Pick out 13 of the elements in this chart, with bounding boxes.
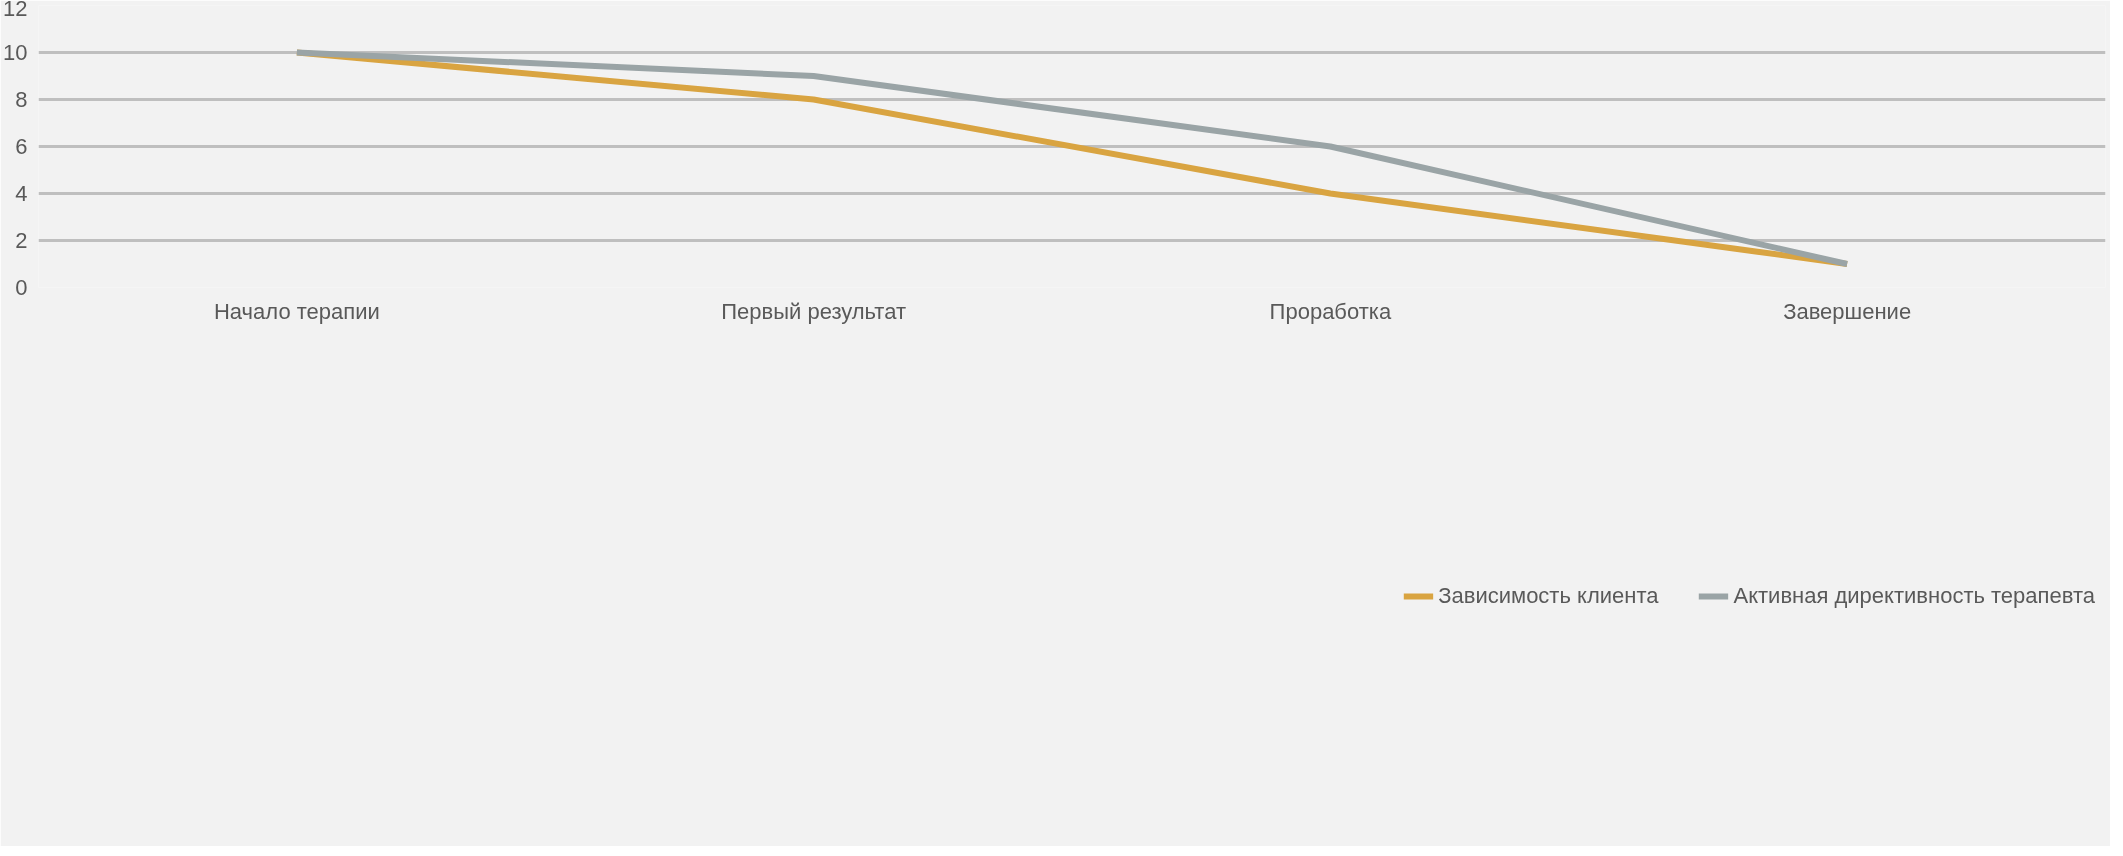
legend-label: Зависимость клиента	[1438, 583, 1659, 609]
x-tick-label: Первый результат	[721, 298, 907, 324]
y-tick-label: 10	[3, 40, 28, 65]
y-tick-label: 2	[15, 228, 28, 253]
x-tick-label: Начало терапии	[213, 298, 380, 324]
y-tick-label: 6	[15, 134, 28, 159]
y-tick-label: 8	[15, 87, 28, 112]
x-tick-label: Проработка	[1269, 298, 1392, 324]
legend-label: Активная директивность терапевта	[1733, 583, 2095, 609]
y-tick-label: 4	[15, 181, 28, 206]
x-tick-label: Завершение	[1783, 298, 1912, 324]
y-tick-label: 0	[15, 275, 28, 300]
y-tick-label: 12	[3, 0, 28, 21]
